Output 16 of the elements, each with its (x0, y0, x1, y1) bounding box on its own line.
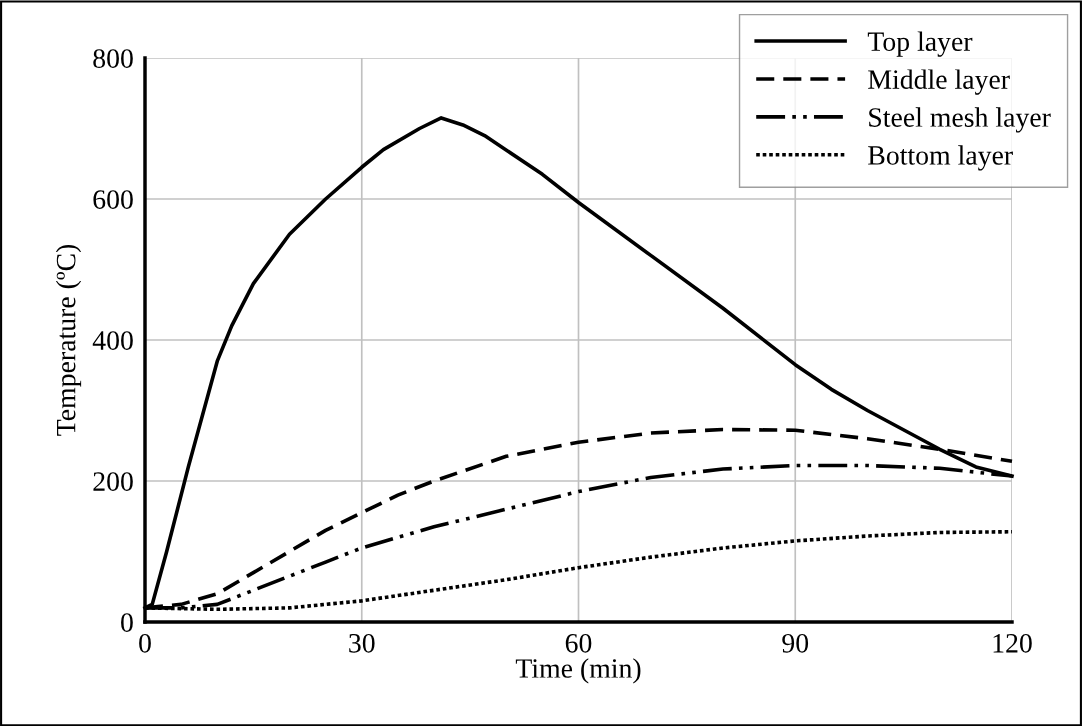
x-tick-label: 90 (782, 633, 809, 653)
y-tick-label: 600 (93, 190, 133, 209)
legend-label: Middle layer (868, 69, 1010, 95)
y-tick-label: 0 (121, 613, 133, 632)
y-axis-title: Temperature (ºC) (55, 244, 82, 436)
legend-label: Top layer (867, 31, 973, 57)
x-tick-label: 120 (993, 633, 1032, 653)
y-tick-label: 800 (93, 49, 133, 68)
y-tick-label: 400 (92, 331, 133, 350)
x-tick-label: 0 (139, 633, 151, 653)
legend-label: Bottom layer (868, 145, 1013, 171)
x-tick-label: 30 (349, 633, 375, 653)
x-axis-title: Time (min) (515, 658, 641, 684)
y-tick-label: 200 (93, 472, 133, 491)
legend-label: Steel mesh layer (869, 107, 1051, 133)
x-tick-label: 60 (565, 633, 592, 653)
